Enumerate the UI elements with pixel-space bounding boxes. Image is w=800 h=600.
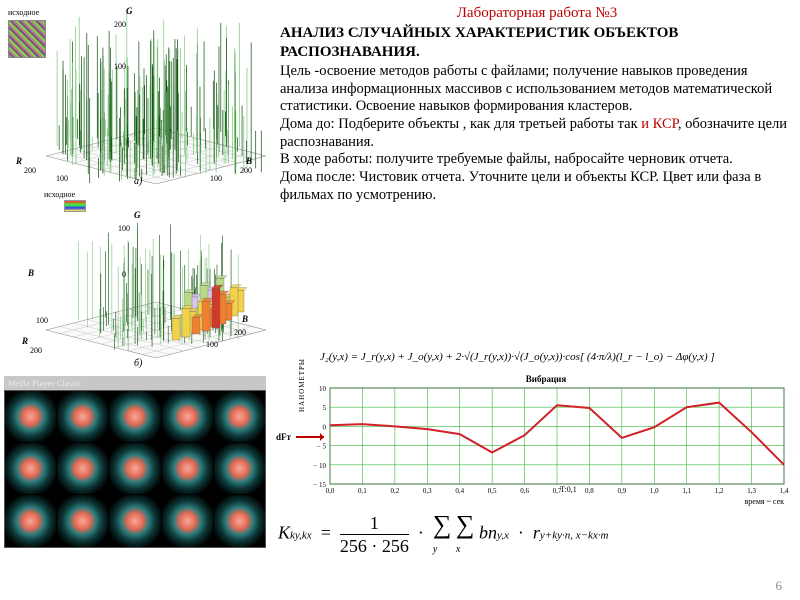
media-player-title: Media Player Classic: [8, 379, 82, 388]
thumbnail-cell: [57, 443, 108, 494]
paragraph-goal: Цель -освоение методов работы с файлами;…: [280, 63, 794, 116]
thumbnail-cell: [109, 391, 160, 442]
thumbnail-grid: [4, 390, 266, 548]
tick-b100: 100: [210, 174, 222, 183]
thumbnail-cell: [57, 391, 108, 442]
svg-text:0,2: 0,2: [390, 487, 399, 495]
f2-r: r: [533, 523, 540, 543]
page-number: 6: [776, 578, 783, 594]
thumbnail-cell: [214, 391, 265, 442]
axis-b-b-left: B: [28, 268, 34, 278]
svg-text:0,4: 0,4: [455, 487, 464, 495]
p2a: Дома до: Подберите объекты , как для тре…: [280, 116, 641, 132]
axis-r-a: R: [16, 156, 22, 166]
panel-letter-b: б): [134, 358, 142, 369]
axis-b-b: B: [242, 314, 248, 324]
thumbnail-cell: [214, 443, 265, 494]
svg-text:10: 10: [319, 385, 327, 393]
svg-text:0,3: 0,3: [423, 487, 432, 495]
colormap-thumb-icon: [64, 200, 86, 212]
f2-sx: x: [456, 544, 460, 555]
svg-text:0,1: 0,1: [358, 487, 367, 495]
f2-Ksub: ky,kx: [290, 530, 312, 542]
text-column: Лабораторная работа №3 АНАЛИЗ СЛУЧАЙНЫХ …: [280, 4, 794, 204]
axis-g-a: G: [126, 6, 133, 16]
svg-text:0,0: 0,0: [326, 487, 335, 495]
panel-letter-a: а): [134, 176, 142, 187]
thumbnail-cell: [162, 495, 213, 546]
thumbnail-cell: [109, 495, 160, 546]
tick-bg0: 0: [122, 270, 126, 279]
figure-b-3d-bars: исходное G B B R 100 0 100 200 100 200 б…: [6, 190, 266, 370]
formula-correlation: Kky,kx = 1 256 · 256 · ∑y ∑x bny,x · ry+…: [278, 514, 778, 572]
media-player-titlebar: Media Player Classic: [4, 376, 266, 390]
thumbnail-block: Media Player Classic: [4, 376, 266, 548]
svg-text:1,4: 1,4: [780, 487, 789, 495]
f2-frac: 1 256 · 256: [340, 514, 409, 555]
svg-text:0,6: 0,6: [520, 487, 529, 495]
sigma-y-icon: ∑y: [433, 516, 452, 552]
thumbnail-cell: [214, 495, 265, 546]
dft-label: dFт: [276, 432, 291, 442]
tick-g100: 100: [114, 62, 126, 71]
thumbnail-cell: [5, 495, 56, 546]
thumbnail-cell: [109, 443, 160, 494]
thumbnail-cell: [5, 443, 56, 494]
axis-r-b: R: [22, 336, 28, 346]
f2-K: K: [278, 523, 290, 543]
f2-den: 256 · 256: [340, 535, 409, 555]
svg-text:0,5: 0,5: [488, 487, 497, 495]
f2-bn: bn: [479, 523, 497, 543]
tick-r100: 100: [56, 174, 68, 183]
tick-r200: 200: [24, 166, 36, 175]
p2-red: и КСР: [641, 116, 678, 132]
source-label-b: исходное: [44, 190, 75, 199]
svg-text:0,7: 0,7: [553, 487, 562, 495]
thumbnail-cell: [5, 391, 56, 442]
thumbnail-cell: [162, 443, 213, 494]
axis-g-b: G: [134, 210, 141, 220]
vibration-svg: − 15 − 10 − 5 0 5 10 0,0 0,1 0,2 0,3 0,4 0,5 0,6 0,7 0…: [300, 384, 792, 502]
svg-text:J₂(y,x) = J_r(y,x) + J_o(y,x): J₂(y,x) = J_r(y,x) + J_o(y,x) + 2·√(J_r(…: [320, 351, 715, 363]
thumbnail-cell: [57, 495, 108, 546]
vibration-chart: Вибрация НАНОМЕТРЫ время ~ сек T:0,1 − 1…: [300, 374, 792, 504]
formula-intensity: J₂(y,x) = J_r(y,x) + J_o(y,x) + 2·√(J_r(…: [320, 342, 790, 368]
svg-text:1,3: 1,3: [747, 487, 756, 495]
noise-thumbnail-icon: [8, 20, 46, 58]
tick-bg100: 100: [118, 224, 130, 233]
svg-text:1,2: 1,2: [715, 487, 724, 495]
svg-text:− 15: − 15: [313, 481, 326, 489]
paragraph-during: В ходе работы: получите требуемые файлы,…: [280, 151, 794, 169]
tick-g200: 200: [114, 20, 126, 29]
svg-text:0,9: 0,9: [617, 487, 626, 495]
tick-bb200: 200: [234, 328, 246, 337]
source-label-a: исходное: [8, 8, 39, 17]
lab-title: Лабораторная работа №3: [280, 4, 794, 22]
tick-br100: 100: [36, 316, 48, 325]
vibration-title: Вибрация: [300, 374, 792, 384]
formula1-svg: J₂(y,x) = J_r(y,x) + J_o(y,x) + 2·√(J_r(…: [320, 342, 790, 370]
svg-text:0,8: 0,8: [585, 487, 594, 495]
svg-text:− 10: − 10: [313, 462, 326, 470]
f2-num: 1: [340, 514, 409, 535]
paragraph-home-before: Дома до: Подберите объекты , как для тре…: [280, 116, 794, 151]
svg-text:1,0: 1,0: [650, 487, 659, 495]
figure-a-3d-stem: исходное G R B 200 100 200 100 100 200 а…: [6, 6, 266, 186]
lab-heading: АНАЛИЗ СЛУЧАЙНЫХ ХАРАКТЕРИСТИК ОБЪЕКТОВ …: [280, 24, 794, 61]
f2-bnsub: y,x: [497, 530, 509, 542]
axis-b-a: B: [246, 156, 252, 166]
sigma-x-icon: ∑x: [456, 516, 475, 552]
tick-b200: 200: [240, 166, 252, 175]
paragraph-home-after: Дома после: Чистовик отчета. Уточните це…: [280, 169, 794, 204]
tick-br200: 200: [30, 346, 42, 355]
svg-text:− 5: − 5: [317, 443, 327, 451]
thumbnail-cell: [162, 391, 213, 442]
f2-rsub: y+ky·n, x−kx·m: [540, 530, 609, 542]
svg-text:0: 0: [323, 423, 327, 431]
f2-sy: y: [433, 544, 437, 555]
tick-bb100: 100: [206, 340, 218, 349]
svg-text:1,1: 1,1: [682, 487, 691, 495]
svg-text:5: 5: [323, 404, 327, 412]
